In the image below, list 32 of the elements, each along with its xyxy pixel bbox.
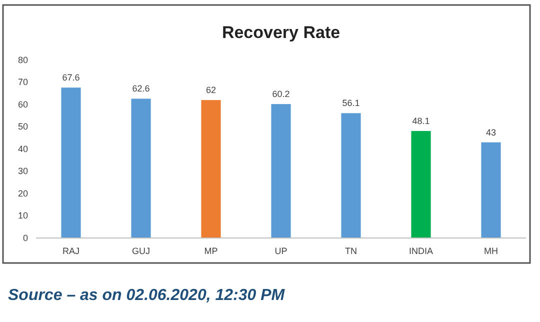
- x-tick-label: INDIA: [408, 246, 434, 256]
- x-tick-label: UP: [274, 246, 288, 256]
- x-tick-label: MH: [484, 246, 498, 256]
- bar: [201, 100, 221, 238]
- data-label: 62.6: [132, 84, 150, 94]
- data-label: 56.1: [342, 98, 360, 108]
- x-tick-label: TN: [345, 246, 357, 256]
- x-tick-label: RAJ: [62, 246, 80, 256]
- y-tick-label: 30: [18, 166, 28, 176]
- data-label: 60.2: [272, 89, 290, 100]
- bar: [271, 104, 291, 238]
- y-tick-label: 0: [22, 232, 28, 243]
- bar: [411, 130, 431, 238]
- bar: [481, 142, 501, 238]
- data-label: 48.1: [412, 116, 430, 126]
- bar: [61, 88, 81, 238]
- x-tick-label: GUJ: [132, 246, 150, 256]
- data-label: 67.6: [62, 72, 80, 83]
- x-tick-label: MP: [204, 246, 218, 256]
- y-tick-label: 10: [18, 210, 28, 221]
- data-label: 43: [486, 127, 496, 138]
- data-label: 62: [206, 85, 216, 96]
- y-tick-label: 50: [18, 122, 28, 132]
- y-tick-label: 70: [18, 77, 28, 88]
- bar: [341, 113, 361, 238]
- source-note: Source – as on 02.06.2020, 12:30 PM: [8, 287, 286, 304]
- bar: [131, 98, 151, 238]
- y-tick-label: 20: [18, 188, 28, 198]
- y-tick-label: 80: [18, 54, 28, 65]
- y-tick-label: 60: [18, 99, 28, 110]
- y-tick-label: 40: [18, 144, 28, 154]
- chart-title: Recovery Rate: [222, 23, 340, 42]
